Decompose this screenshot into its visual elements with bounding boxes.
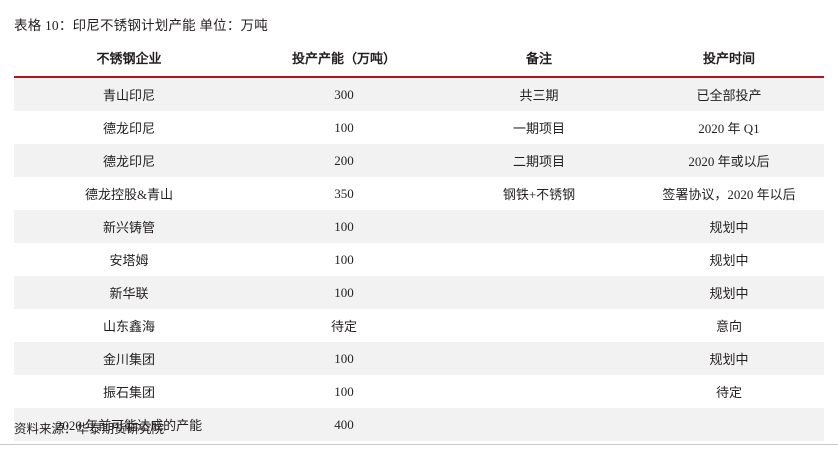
source-name: 华泰期货研究院 (76, 422, 165, 436)
column-header-company: 不锈钢企业 (96, 51, 162, 66)
table-row: 德龙印尼 200 二期项目 2020 年或以后 (14, 144, 824, 177)
source-note: 资料来源：华泰期货研究院 (14, 418, 164, 437)
table-container: 不锈钢企业 投产产能（万吨） 备注 投产时间 青山印尼 300 共三期 已全部投… (14, 40, 824, 441)
cell-company: 青山印尼 (102, 88, 155, 103)
table-row: 新华联 100 规划中 (14, 276, 824, 309)
cell-remark: 共三期 (519, 88, 559, 103)
cell-remark (444, 342, 634, 375)
table-row: 青山印尼 300 共三期 已全部投产 (14, 77, 824, 111)
cell-remark: 一期项目 (512, 121, 565, 136)
cell-time: 意向 (715, 319, 742, 334)
cell-time (634, 408, 824, 441)
table-body: 青山印尼 300 共三期 已全部投产 德龙印尼 100 一期项目 2020 年 … (14, 77, 824, 441)
cell-capacity: 100 (334, 119, 354, 135)
table-row: 振石集团 100 待定 (14, 375, 824, 408)
cell-capacity: 300 (334, 86, 354, 102)
cell-time: 已全部投产 (696, 88, 762, 103)
bottom-divider (0, 444, 838, 445)
table-row: 山东鑫海 待定 意向 (14, 309, 824, 342)
cell-time: 2020 年 Q1 (698, 121, 760, 136)
cell-remark: 二期项目 (512, 154, 565, 169)
cell-company: 德龙印尼 (102, 121, 155, 136)
cell-capacity: 200 (334, 152, 354, 168)
table-row: 金川集团 100 规划中 (14, 342, 824, 375)
table-row: 新兴铸管 100 规划中 (14, 210, 824, 243)
cell-company: 新华联 (109, 286, 149, 301)
cell-remark (444, 408, 634, 441)
table-row: 德龙印尼 100 一期项目 2020 年 Q1 (14, 111, 824, 144)
cell-time: 规划中 (709, 352, 749, 367)
table-row: 安塔姆 100 规划中 (14, 243, 824, 276)
column-header-remark: 备注 (525, 51, 552, 66)
cell-remark: 钢铁+不锈钢 (502, 187, 576, 202)
column-header-capacity: 投产产能（万吨） (291, 51, 396, 66)
cell-capacity: 100 (334, 284, 354, 300)
cell-company: 新兴铸管 (102, 220, 155, 235)
cell-time: 规划中 (709, 253, 749, 268)
cell-company: 山东鑫海 (102, 319, 155, 334)
cell-capacity: 400 (334, 416, 354, 432)
cell-time: 规划中 (709, 286, 749, 301)
table-row: 2020 年前可能达成的产能 400 (14, 408, 824, 441)
column-header-time: 投产时间 (702, 51, 755, 66)
cell-company: 安塔姆 (109, 253, 149, 268)
cell-company: 2020 年前可能达成的产能 (55, 418, 203, 433)
cell-capacity: 待定 (330, 319, 357, 334)
cell-company: 金川集团 (102, 352, 155, 367)
cell-company: 振石集团 (102, 385, 155, 400)
cell-capacity: 100 (334, 383, 354, 399)
table-caption: 表格 10：印尼不锈钢计划产能 单位：万吨 (14, 18, 268, 33)
cell-remark (444, 309, 634, 342)
table-header-row: 不锈钢企业 投产产能（万吨） 备注 投产时间 (14, 40, 824, 77)
cell-time: 待定 (715, 385, 742, 400)
table-header: 不锈钢企业 投产产能（万吨） 备注 投产时间 (14, 40, 824, 77)
cell-capacity: 100 (334, 218, 354, 234)
source-label: 资料来源： (14, 422, 77, 436)
cell-remark (444, 375, 634, 408)
stainless-steel-capacity-table: 不锈钢企业 投产产能（万吨） 备注 投产时间 青山印尼 300 共三期 已全部投… (14, 40, 824, 441)
cell-capacity: 350 (334, 185, 354, 201)
cell-time: 2020 年或以后 (688, 154, 770, 169)
cell-remark (444, 243, 634, 276)
cell-capacity: 100 (334, 350, 354, 366)
cell-remark (444, 276, 634, 309)
cell-time: 规划中 (709, 220, 749, 235)
table-row: 德龙控股&青山 350 钢铁+不锈钢 签署协议，2020 年以后 (14, 177, 824, 210)
cell-capacity: 100 (334, 251, 354, 267)
cell-time: 签署协议，2020 年以后 (662, 187, 796, 202)
cell-company: 德龙控股&青山 (84, 187, 174, 202)
cell-remark (444, 210, 634, 243)
cell-company: 德龙印尼 (102, 154, 155, 169)
